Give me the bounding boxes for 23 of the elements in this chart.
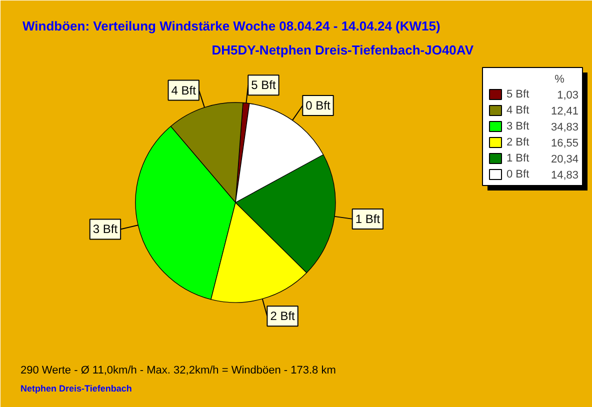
legend-label: 2 Bft <box>506 136 530 148</box>
legend-label: 4 Bft <box>506 104 530 116</box>
data-label: 12,41 <box>550 106 579 118</box>
slice-label: 0 Bft <box>306 98 332 112</box>
chart-title: Windböen: Verteilung Windstärke Woche 08.04.24 - 14.04.24 (KW15) <box>22 18 440 34</box>
data-label: 20,34 <box>550 154 579 166</box>
legend-label: 5 Bft <box>506 88 530 100</box>
chart-subtitle: DH5DY-Netphen Dreis-Tiefenbach-JO40AV <box>212 42 474 58</box>
slice-label: 2 Bft <box>270 309 296 324</box>
slice-label: 4 Bft <box>171 83 197 98</box>
data-label: 14,83 <box>550 170 579 182</box>
legend-label: 1 Bft <box>506 152 530 164</box>
data-label: 34,83 <box>550 122 579 134</box>
slice-label: 3 Bft <box>92 222 118 236</box>
legend-label: 3 Bft <box>506 120 530 132</box>
data-label: 16,55 <box>550 138 579 150</box>
slice-label: 1 Bft <box>355 212 381 226</box>
data-label: 1,03 <box>557 90 579 102</box>
slice-label: 5 Bft <box>251 78 276 92</box>
text: Netphen Dreis-Tiefenbach <box>20 384 132 394</box>
legend-title: % <box>554 74 565 86</box>
legend-label: 0 Bft <box>506 168 530 180</box>
text: 290 Werte - Ø 11,0km/h - Max. 32,2km/h = Windböen - 173.8 km <box>20 364 336 376</box>
